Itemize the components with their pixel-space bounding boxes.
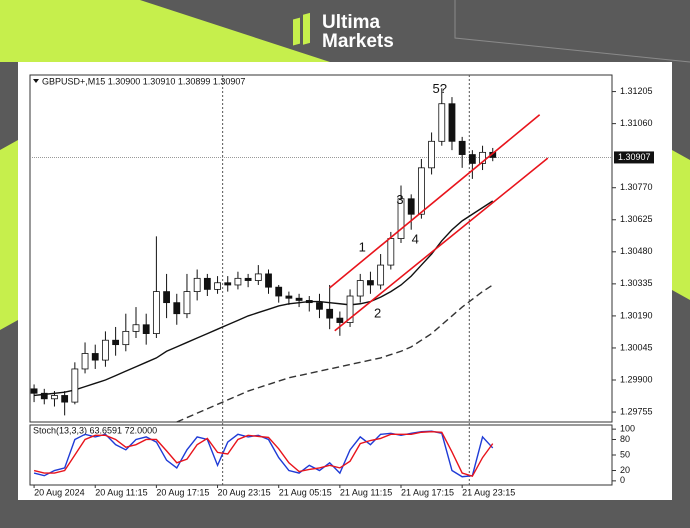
accent-shape [0, 0, 330, 62]
candle-body [173, 302, 181, 315]
candle-body [81, 353, 89, 370]
moving-average [34, 200, 494, 397]
last-price-label: 1.30907 [618, 152, 651, 162]
candle-body [234, 277, 242, 286]
candle-body [142, 324, 150, 334]
candle-body [468, 154, 476, 164]
candle-body [203, 277, 211, 290]
wave-label: 5? [433, 81, 447, 96]
y-tick-label: 1.29755 [620, 406, 653, 416]
candle-body [122, 330, 130, 346]
x-tick-label: 20 Aug 11:15 [95, 487, 147, 497]
x-tick-label: 21 Aug 11:15 [340, 487, 392, 497]
candle-body [224, 282, 232, 286]
candle-body [183, 291, 191, 315]
channel-line [334, 157, 549, 332]
candle-body [112, 339, 120, 346]
candle-body [30, 388, 38, 394]
accent-shape [0, 140, 18, 330]
decor-line [454, 0, 690, 63]
candle-body [265, 273, 272, 288]
candle-body [356, 280, 364, 297]
x-tick-label: 21 Aug 05:15 [279, 487, 332, 497]
y-tick-label: 1.29900 [620, 374, 653, 384]
x-tick-label: 20 Aug 2024 [34, 487, 85, 497]
candle-body [132, 324, 140, 332]
candle-body [61, 395, 69, 403]
y-tick-label: 1.30190 [620, 310, 653, 320]
wave-label: 3 [396, 192, 403, 207]
candle-body [254, 273, 262, 281]
y-tick-label: 1.30335 [620, 278, 653, 288]
candle-body [336, 317, 344, 323]
y-tick-label: 1.30045 [620, 342, 653, 352]
channel-line [329, 114, 541, 289]
stoch-line [33, 431, 494, 478]
candle-body [305, 300, 313, 304]
candle-body [316, 302, 323, 310]
candle-body [397, 198, 405, 239]
candle-body [163, 291, 170, 304]
accent-shape [672, 150, 690, 300]
candle-body [417, 167, 425, 215]
candle-body [438, 103, 446, 142]
y-tick-label: 0 [620, 475, 625, 485]
candle-body [275, 286, 283, 297]
stoch-header: Stoch(13,3,3) 63.6591 72.0000 [33, 425, 157, 435]
logo-mark [303, 12, 310, 45]
wave-label: 2 [374, 305, 381, 320]
logo-mark [293, 17, 300, 46]
candle-body [346, 295, 354, 323]
brand-name: Ultima [322, 12, 381, 33]
y-tick-label: 80 [620, 434, 630, 444]
wave-label: 1 [359, 239, 366, 254]
candle-body [377, 264, 385, 286]
wave-label: 4 [412, 231, 419, 246]
brand-name: Markets [322, 31, 394, 52]
chart-panel [18, 62, 672, 500]
candle-body [326, 308, 334, 319]
y-tick-label: 100 [620, 424, 635, 434]
candle-body [407, 198, 415, 215]
candle-body [51, 395, 58, 400]
plot-frame [29, 74, 613, 423]
y-tick-label: 1.31060 [620, 118, 653, 128]
candle-body [387, 238, 395, 266]
candle-body [193, 277, 201, 292]
candle-body [479, 151, 486, 164]
chart-header: GBPUSD+,M15 1.30900 1.30910 1.30899 1.30… [42, 76, 245, 86]
x-tick-label: 21 Aug 17:15 [401, 487, 454, 497]
x-tick-label: 21 Aug 23:15 [462, 487, 515, 497]
candle-body [367, 280, 374, 286]
x-tick-label: 20 Aug 17:15 [156, 487, 209, 497]
candle-body [152, 291, 160, 334]
moving-average [176, 284, 494, 423]
logo: Ultima Markets [293, 12, 394, 52]
menu-arrow [33, 79, 39, 83]
last-price-box [614, 151, 654, 164]
candle-body [214, 282, 221, 290]
candle-body [285, 295, 293, 299]
y-tick-label: 50 [620, 449, 630, 459]
candle-body [40, 392, 48, 400]
candle-body [428, 140, 435, 169]
candle-body [102, 339, 109, 361]
candle-body [71, 368, 79, 403]
candle-body [458, 140, 466, 155]
y-tick-label: 1.30770 [620, 182, 653, 192]
y-tick-label: 1.30625 [620, 214, 653, 224]
y-tick-label: 1.30480 [620, 246, 653, 256]
candle-body [244, 277, 252, 281]
candle-body [448, 103, 456, 142]
candle-body [295, 297, 303, 301]
y-tick-label: 1.31205 [620, 86, 653, 96]
candle-body [91, 353, 99, 361]
y-tick-label: 20 [620, 465, 630, 475]
x-tick-label: 20 Aug 23:15 [218, 487, 271, 497]
